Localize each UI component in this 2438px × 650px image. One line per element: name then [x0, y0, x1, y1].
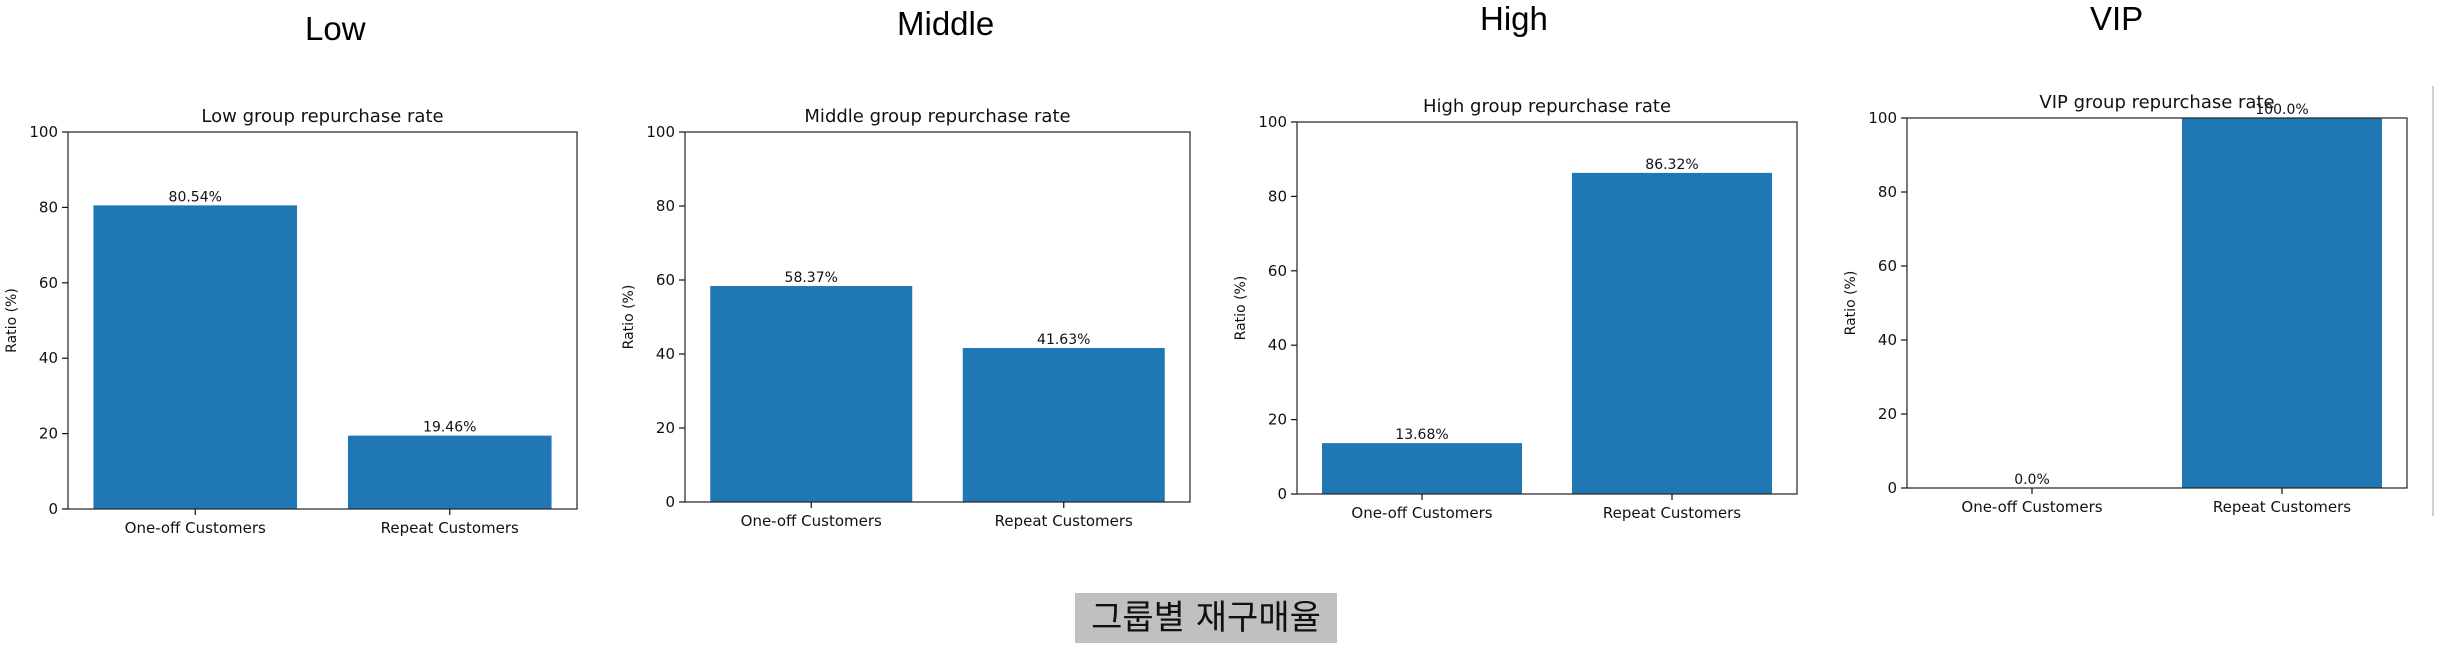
caption: 그룹별 재구매율	[1075, 593, 1337, 643]
group-heading-high: High	[1480, 0, 1548, 37]
y-axis-label: Ratio (%)	[1843, 271, 1859, 336]
axes-frame	[1906, 117, 2408, 489]
y-tick-label: 40	[1268, 336, 1287, 354]
x-tick-label: Repeat Customers	[995, 512, 1133, 530]
bar	[1322, 443, 1522, 494]
data-label: 13.68%	[1395, 427, 1448, 443]
y-tick-label: 100	[1258, 113, 1287, 131]
y-tick-label: 80	[1268, 187, 1287, 205]
data-label: 86.32%	[1645, 157, 1698, 173]
axes-frame	[67, 131, 578, 510]
chart-title: High group repurchase rate	[1423, 96, 1671, 117]
y-axis-label: Ratio (%)	[4, 288, 20, 353]
y-tick-label: 20	[1878, 405, 1897, 423]
data-label: 80.54%	[169, 189, 222, 205]
y-tick-label: 60	[1878, 257, 1897, 275]
axes-frame	[684, 131, 1191, 503]
y-axis-label: Ratio (%)	[621, 285, 637, 350]
x-tick-label: One-off Customers	[741, 512, 882, 530]
x-tick-label: One-off Customers	[125, 519, 266, 537]
chart-panel-low: Low group repurchase rate 0 20 40 60 80 100 Rat…	[4, 106, 578, 537]
group-heading-low: Low	[305, 10, 366, 47]
bar	[2182, 118, 2382, 488]
y-tick-label: 20	[1268, 411, 1287, 429]
y-axis-label: Ratio (%)	[1233, 276, 1249, 341]
group-heading-middle: Middle	[897, 5, 995, 42]
chart-title: Middle group repurchase rate	[804, 106, 1070, 127]
y-tick-label: 20	[656, 419, 675, 437]
y-tick-label: 100	[646, 123, 675, 141]
bar	[710, 286, 913, 502]
y-tick-label: 0	[1277, 485, 1287, 503]
y-tick-label: 0	[1887, 479, 1897, 497]
data-label: 0.0%	[2014, 472, 2050, 488]
data-label: 100.0%	[2255, 102, 2308, 118]
group-heading-vip: VIP	[2090, 0, 2144, 37]
data-label: 58.37%	[785, 270, 838, 286]
bar	[347, 435, 552, 509]
x-tick-label: One-off Customers	[1351, 504, 1492, 522]
y-tick-label: 0	[665, 493, 675, 511]
y-tick-label: 60	[39, 274, 58, 292]
y-tick-label: 60	[1268, 262, 1287, 280]
y-tick-label: 60	[656, 271, 675, 289]
data-label: 19.46%	[423, 420, 476, 436]
bar	[962, 347, 1165, 502]
y-tick-label: 100	[1868, 109, 1897, 127]
y-tick-label: 100	[29, 123, 58, 141]
y-tick-label: 80	[1878, 183, 1897, 201]
y-tick-label: 80	[39, 198, 58, 216]
chart-title: VIP group repurchase rate	[2039, 92, 2274, 113]
axes-frame	[1296, 121, 1798, 495]
y-tick-label: 80	[656, 197, 675, 215]
chart-panel-high: High group repurchase rate 0 20 40 60 80 100 Ra…	[1233, 96, 1798, 522]
chart-panel-vip: VIP group repurchase rate 0 20 40 60 80 100 Rat…	[1843, 92, 2408, 516]
edge-divider	[2432, 86, 2434, 516]
bar	[1572, 172, 1772, 495]
y-tick-label: 40	[39, 349, 58, 367]
x-tick-label: One-off Customers	[1961, 498, 2102, 516]
chart-title: Low group repurchase rate	[201, 106, 443, 127]
x-tick-label: Repeat Customers	[2213, 498, 2351, 516]
y-tick-label: 40	[656, 345, 675, 363]
x-tick-label: Repeat Customers	[381, 519, 519, 537]
y-tick-label: 20	[39, 425, 58, 443]
y-tick-label: 0	[48, 500, 58, 518]
y-tick-label: 40	[1878, 331, 1897, 349]
x-tick-label: Repeat Customers	[1603, 504, 1741, 522]
chart-panel-middle: Middle group repurchase rate 0 20 40 60 80 100…	[621, 106, 1191, 530]
data-label: 41.63%	[1037, 332, 1090, 348]
bar	[93, 205, 298, 509]
